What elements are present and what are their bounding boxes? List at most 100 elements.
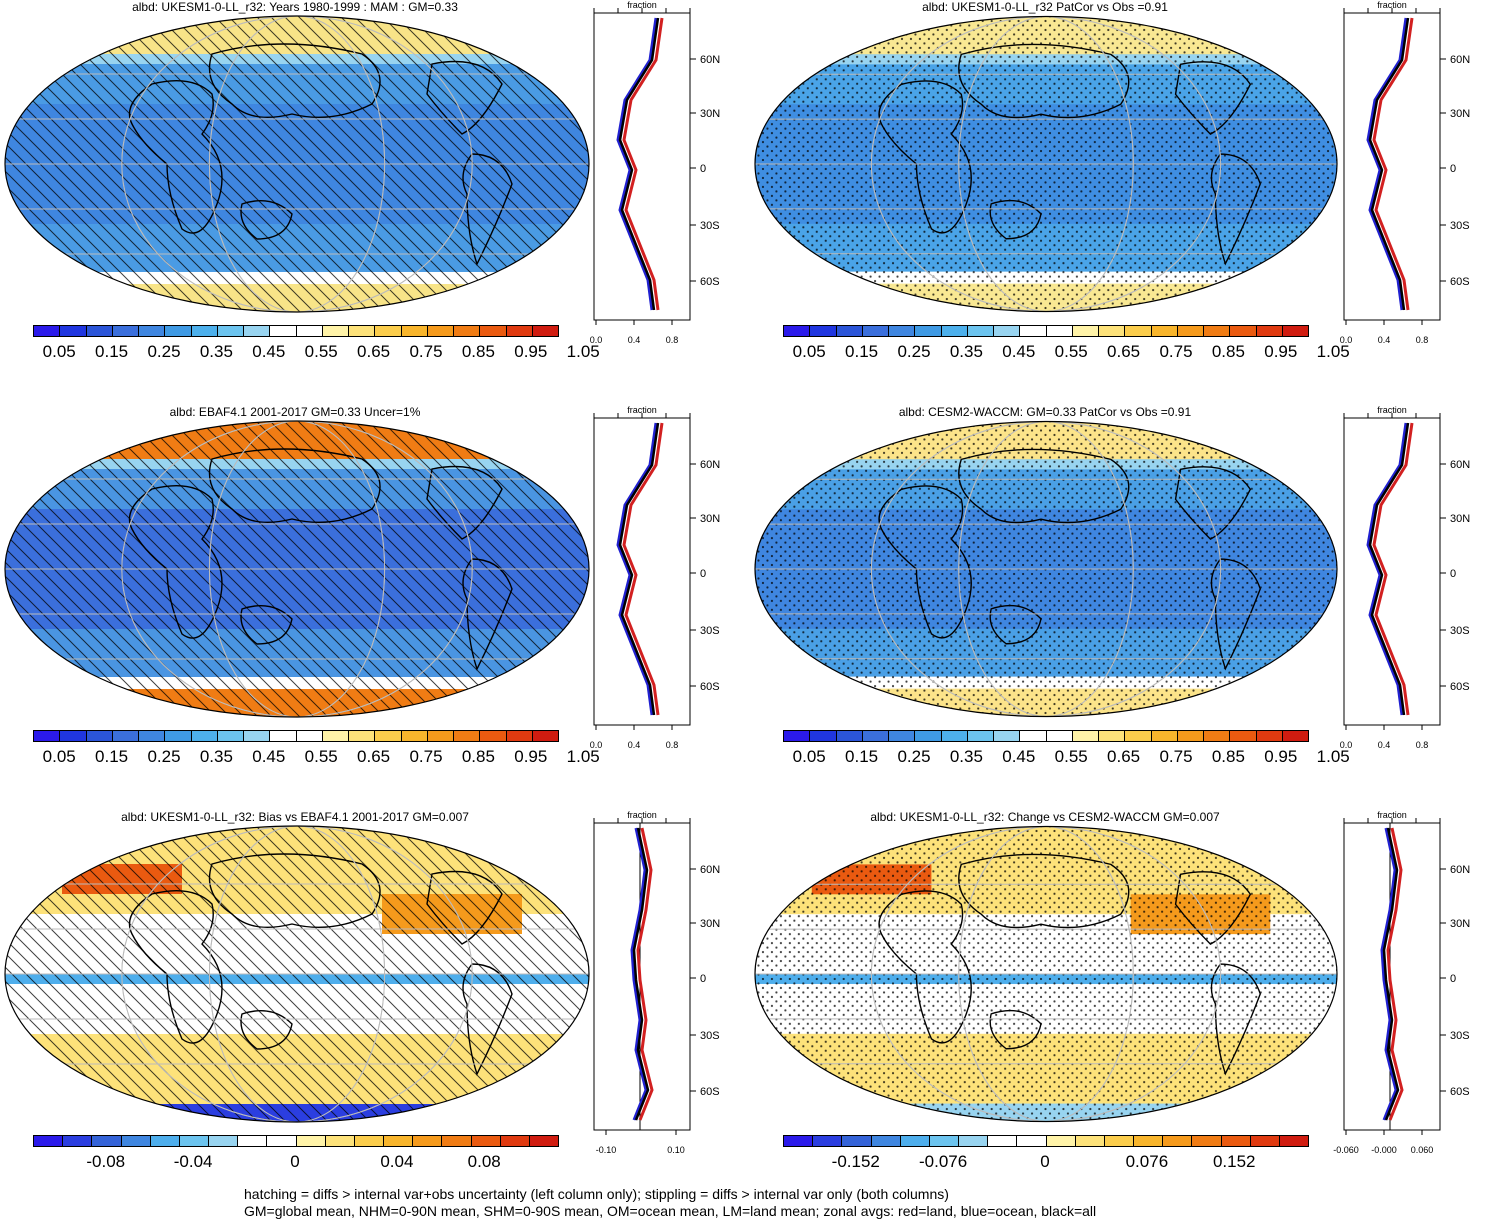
color-bar-swatch	[112, 731, 139, 741]
color-bar-label: 0.95	[514, 342, 548, 361]
lat-tick-label: 0	[1450, 163, 1456, 175]
color-bar-swatch	[941, 326, 968, 336]
zonal-axis-title: fraction	[1377, 0, 1407, 10]
color-bar-swatch	[1125, 731, 1152, 741]
color-bar-label: 0.35	[199, 747, 233, 766]
color-bar-swatch	[1221, 1136, 1251, 1146]
color-bar-label: 0.85	[461, 747, 495, 766]
color-bar-label: 0.95	[514, 747, 548, 766]
color-bar-swatch	[401, 326, 428, 336]
color-bar-swatch	[296, 326, 323, 336]
color-bar-swatch	[1072, 326, 1099, 336]
color-bar-swatch	[1256, 731, 1283, 741]
lat-tick-label: 60N	[700, 459, 720, 471]
color-bar-label: 1.05	[566, 342, 600, 361]
color-bar-swatch	[34, 326, 61, 336]
lat-tick-label: 60S	[700, 1086, 720, 1098]
color-bar	[33, 730, 559, 742]
color-bar-swatch	[401, 731, 428, 741]
color-bar-label: 0.95	[1264, 342, 1298, 361]
world-map	[2, 419, 592, 724]
color-bar-swatch	[929, 1136, 960, 1146]
color-bar-swatch	[889, 326, 916, 336]
color-bar-swatch	[375, 326, 402, 336]
lat-tick-label: 30N	[1450, 513, 1470, 525]
color-bar-swatch	[63, 1136, 93, 1146]
color-bar-swatch	[1099, 326, 1126, 336]
color-bar-swatch	[150, 1136, 180, 1146]
color-bar-swatch	[270, 731, 297, 741]
color-bar-label: -0.04	[173, 1152, 213, 1171]
color-bar-swatch	[471, 1136, 501, 1146]
color-bar-swatch	[915, 326, 942, 336]
color-bar-swatch	[1282, 731, 1308, 741]
color-bar-swatch	[532, 731, 558, 741]
x-tick-label: -0.10	[596, 1145, 617, 1155]
color-bar-label: 0.15	[95, 342, 129, 361]
color-bar-label: 0.55	[1054, 342, 1088, 361]
color-bar-label: 0.05	[42, 747, 76, 766]
color-bar-swatch	[813, 1136, 843, 1146]
color-bar-swatch	[60, 326, 87, 336]
lat-tick-label: 30N	[700, 108, 720, 120]
color-bar-swatch	[121, 1136, 151, 1146]
color-bar-label: 0.152	[1212, 1152, 1256, 1171]
color-bar-swatch	[1134, 1136, 1164, 1146]
color-bar-labels: 0.05 0.15 0.25 0.35 0.45 0.55 0.65 0.75 0.85 0.95…	[33, 747, 600, 769]
zonal-axis-title: fraction	[627, 0, 657, 10]
color-bar-labels: -0.08 -0.04 0 0.04 0.08	[33, 1152, 557, 1174]
color-bar-swatch	[967, 326, 994, 336]
color-bar-label: 0.45	[252, 342, 286, 361]
lat-tick-label: 30S	[1450, 1030, 1470, 1042]
color-bar-swatch	[1020, 731, 1047, 741]
color-bar-swatch	[244, 731, 271, 741]
color-bar-swatch	[139, 326, 166, 336]
color-bar-swatch	[1192, 1136, 1222, 1146]
x-tick-label: -0.000	[1371, 1145, 1397, 1155]
lat-tick-label: 30N	[1450, 108, 1470, 120]
panel-title: albd: UKESM1-0-LL_r32 PatCor vs Obs =0.9…	[922, 0, 1168, 14]
color-bar-label: 0.15	[845, 747, 879, 766]
color-bar-labels: -0.152 -0.076 0 0.076 0.152	[783, 1152, 1307, 1174]
color-bar-label: 0.25	[147, 747, 181, 766]
lat-tick-label: 60S	[1450, 681, 1470, 693]
color-bar-label: 0.85	[1211, 747, 1245, 766]
panel-title: albd: UKESM1-0-LL_r32: Bias vs EBAF4.1 2…	[121, 810, 469, 824]
zonal-axis-title: fraction	[1377, 810, 1407, 820]
color-bar-label: 0.65	[1107, 747, 1141, 766]
color-bar-swatch	[959, 1136, 989, 1146]
panel-2: albd: UKESM1-0-LL_r32 PatCor vs Obs =0.9…	[750, 0, 1485, 405]
color-bar-swatch	[1099, 731, 1126, 741]
color-bar-swatch	[217, 326, 244, 336]
color-bar-swatch	[139, 731, 166, 741]
color-bar-label: -0.08	[86, 1152, 126, 1171]
color-bar-label: 0.35	[949, 342, 983, 361]
color-bar-swatch	[86, 731, 113, 741]
color-bar-label: 0.05	[792, 747, 826, 766]
lat-tick-label: 0	[700, 163, 706, 175]
color-bar-swatch	[427, 326, 454, 336]
panel-4: albd: CESM2-WACCM: GM=0.33 PatCor vs Obs…	[750, 405, 1485, 810]
color-bar-swatch	[244, 326, 271, 336]
color-bar-labels: 0.05 0.15 0.25 0.35 0.45 0.55 0.65 0.75 0.85 0.95…	[783, 747, 1350, 769]
color-bar-label: 0.55	[304, 747, 338, 766]
color-bar-swatch	[1204, 326, 1231, 336]
lat-tick-label: 30N	[700, 918, 720, 930]
color-bar-swatch	[480, 326, 507, 336]
lat-tick-label: 60S	[700, 681, 720, 693]
color-bar-swatch	[325, 1136, 355, 1146]
color-bar-swatch	[1230, 731, 1257, 741]
color-bar-swatch	[296, 731, 323, 741]
color-bar-label: 0.25	[897, 342, 931, 361]
color-bar-swatch	[60, 731, 87, 741]
color-bar-swatch	[1046, 326, 1073, 336]
x-tick-label: 0.0	[590, 740, 603, 750]
color-bar	[783, 1135, 1309, 1147]
color-bar-swatch	[1256, 326, 1283, 336]
color-bar-swatch	[1177, 326, 1204, 336]
x-tick-label: 0.8	[666, 740, 679, 750]
lat-tick-label: 60N	[1450, 54, 1470, 66]
color-bar-swatch	[112, 326, 139, 336]
color-bar-label: 0.25	[147, 342, 181, 361]
color-bar-label: 1.05	[1316, 747, 1350, 766]
